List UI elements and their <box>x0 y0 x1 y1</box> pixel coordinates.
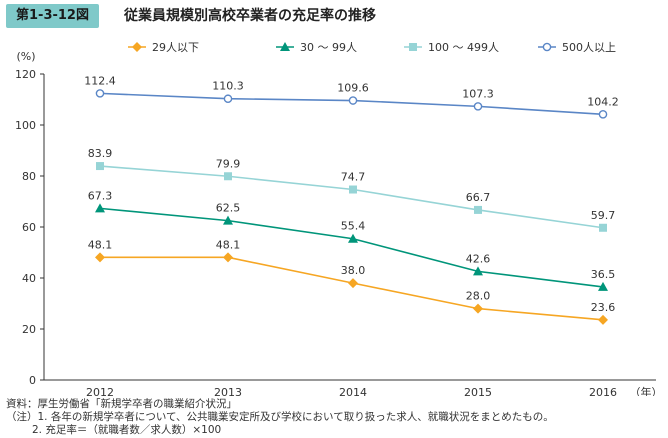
data-label: 28.0 <box>466 290 491 303</box>
data-label: 59.7 <box>591 209 616 222</box>
data-label: 67.3 <box>88 189 113 202</box>
legend-label: 29人以下 <box>152 41 199 54</box>
data-point <box>598 281 608 291</box>
data-point <box>95 252 105 263</box>
x-tick-label: 2015 <box>464 386 492 396</box>
data-label: 42.6 <box>466 252 491 265</box>
y-tick-label: 60 <box>22 221 36 234</box>
legend-item: 29人以下 <box>128 41 199 54</box>
x-tick-label: 2016 <box>589 386 617 396</box>
series-1: 48.1 48.1 38.0 28.0 23.6 <box>88 238 616 325</box>
data-label: 62.5 <box>216 202 241 215</box>
data-point <box>473 266 483 276</box>
series-2: 67.3 62.5 55.4 42.6 36.5 <box>88 189 616 291</box>
data-label: 112.4 <box>84 74 116 87</box>
y-tick-label: 40 <box>22 272 36 285</box>
series-group: 48.1 48.1 38.0 28.0 23.6 67.3 62.5 55.4 42.6 36.5… <box>84 74 619 325</box>
figure-notes: 資料：厚生労働省「新規学卒者の職業紹介状況」 （注）1. 各年の新規学卒者につい… <box>6 398 661 437</box>
data-label: 55.4 <box>341 220 366 233</box>
source-note: 資料：厚生労働省「新規学卒者の職業紹介状況」 <box>6 398 237 410</box>
y-tick-label: 120 <box>15 68 36 81</box>
data-point <box>473 102 483 111</box>
data-label: 110.3 <box>212 80 244 93</box>
x-axis-label: （年） <box>630 385 663 396</box>
data-label: 36.5 <box>591 268 616 281</box>
data-label: 38.0 <box>341 264 366 277</box>
data-point <box>348 233 358 243</box>
figure-header: 第1-3-12図 従業員規模別高校卒業者の充足率の推移 <box>0 0 668 34</box>
x-axis: 2012 2013 2014 2015 2016 （年） <box>44 379 663 396</box>
data-point <box>348 96 358 105</box>
legend: 29人以下 30 ～ 99人 100 ～ 499人 500人以上 <box>128 41 616 54</box>
data-point <box>348 278 358 289</box>
series-4: 112.4 110.3 109.6 107.3 104.2 <box>84 74 619 119</box>
data-point <box>349 185 357 194</box>
legend-marker <box>132 42 142 52</box>
note-2: 2. 充足率＝（就職者数／求人数）×100 <box>32 424 222 436</box>
y-tick-label: 100 <box>15 119 36 132</box>
data-label: 48.1 <box>88 238 113 251</box>
line-chart: 29人以下 30 ～ 99人 100 ～ 499人 500人以上 0 20 40 60 80 1… <box>15 41 663 396</box>
data-point <box>223 215 233 225</box>
data-label: 109.6 <box>337 82 369 95</box>
data-point <box>599 223 607 232</box>
y-tick-label: 20 <box>22 323 36 336</box>
data-point <box>598 109 608 119</box>
figure-number: 第1-3-12図 <box>6 4 99 28</box>
data-label: 74.7 <box>341 171 366 184</box>
data-label: 83.9 <box>88 147 113 160</box>
data-point <box>473 303 483 314</box>
legend-marker <box>280 42 290 51</box>
data-label: 79.9 <box>216 157 241 170</box>
data-label: 104.2 <box>587 95 619 108</box>
y-tick-label: 80 <box>22 170 36 183</box>
legend-label: 100 ～ 499人 <box>428 41 499 54</box>
y-tick-label: 0 <box>29 374 36 387</box>
data-label: 23.6 <box>591 301 616 314</box>
x-tick-label: 2013 <box>214 386 242 396</box>
legend-marker <box>542 42 552 52</box>
data-point <box>95 89 105 98</box>
y-axis-label: (%) <box>16 50 35 63</box>
data-point <box>474 205 482 214</box>
legend-marker <box>409 43 417 51</box>
note-1: （注）1. 各年の新規学卒者について、公共職業安定所及び学校において取り扱った求… <box>6 411 554 423</box>
legend-item: 100 ～ 499人 <box>404 41 499 54</box>
y-axis: 0 20 40 60 80 100 120 (%) <box>15 50 45 387</box>
data-point <box>96 162 104 171</box>
data-point <box>95 203 105 213</box>
legend-item: 30 ～ 99人 <box>276 41 357 54</box>
data-point <box>598 314 608 325</box>
series-3: 83.9 79.9 74.7 66.7 59.7 <box>88 147 616 232</box>
data-point <box>223 94 233 104</box>
data-label: 66.7 <box>466 191 491 204</box>
legend-item: 500人以上 <box>538 41 616 54</box>
x-tick-label: 2014 <box>339 386 367 396</box>
figure-title: 従業員規模別高校卒業者の充足率の推移 <box>124 8 376 24</box>
legend-label: 500人以上 <box>562 41 616 54</box>
data-label: 48.1 <box>216 238 241 251</box>
legend-label: 30 ～ 99人 <box>300 41 357 54</box>
data-point <box>223 252 233 263</box>
x-tick-label: 2012 <box>86 386 114 396</box>
data-label: 107.3 <box>462 87 494 100</box>
data-point <box>224 172 232 181</box>
